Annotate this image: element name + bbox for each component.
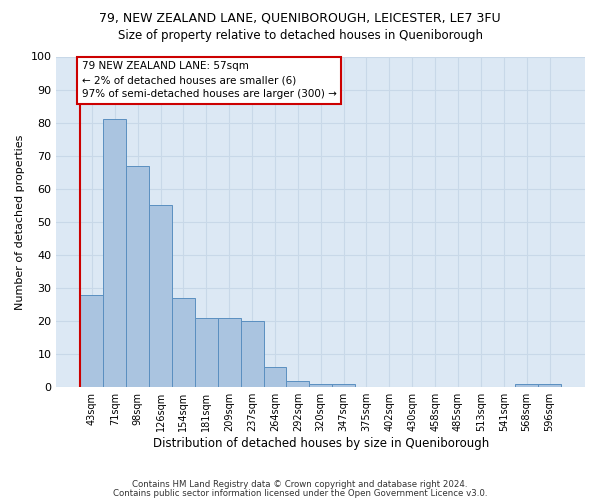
Text: Contains HM Land Registry data © Crown copyright and database right 2024.: Contains HM Land Registry data © Crown c… bbox=[132, 480, 468, 489]
Bar bbox=[195, 318, 218, 387]
Text: Size of property relative to detached houses in Queniborough: Size of property relative to detached ho… bbox=[118, 29, 482, 42]
Bar bbox=[332, 384, 355, 387]
Text: Contains public sector information licensed under the Open Government Licence v3: Contains public sector information licen… bbox=[113, 488, 487, 498]
Bar bbox=[103, 120, 126, 387]
Bar bbox=[126, 166, 149, 387]
Bar bbox=[149, 206, 172, 387]
Bar bbox=[172, 298, 195, 387]
Bar bbox=[218, 318, 241, 387]
Bar bbox=[515, 384, 538, 387]
Bar bbox=[538, 384, 561, 387]
Text: 79 NEW ZEALAND LANE: 57sqm
← 2% of detached houses are smaller (6)
97% of semi-d: 79 NEW ZEALAND LANE: 57sqm ← 2% of detac… bbox=[82, 62, 337, 100]
X-axis label: Distribution of detached houses by size in Queniborough: Distribution of detached houses by size … bbox=[152, 437, 489, 450]
Bar bbox=[286, 380, 309, 387]
Bar bbox=[263, 368, 286, 387]
Bar bbox=[241, 321, 263, 387]
Bar bbox=[80, 294, 103, 387]
Bar bbox=[309, 384, 332, 387]
Y-axis label: Number of detached properties: Number of detached properties bbox=[15, 134, 25, 310]
Text: 79, NEW ZEALAND LANE, QUENIBOROUGH, LEICESTER, LE7 3FU: 79, NEW ZEALAND LANE, QUENIBOROUGH, LEIC… bbox=[99, 12, 501, 24]
